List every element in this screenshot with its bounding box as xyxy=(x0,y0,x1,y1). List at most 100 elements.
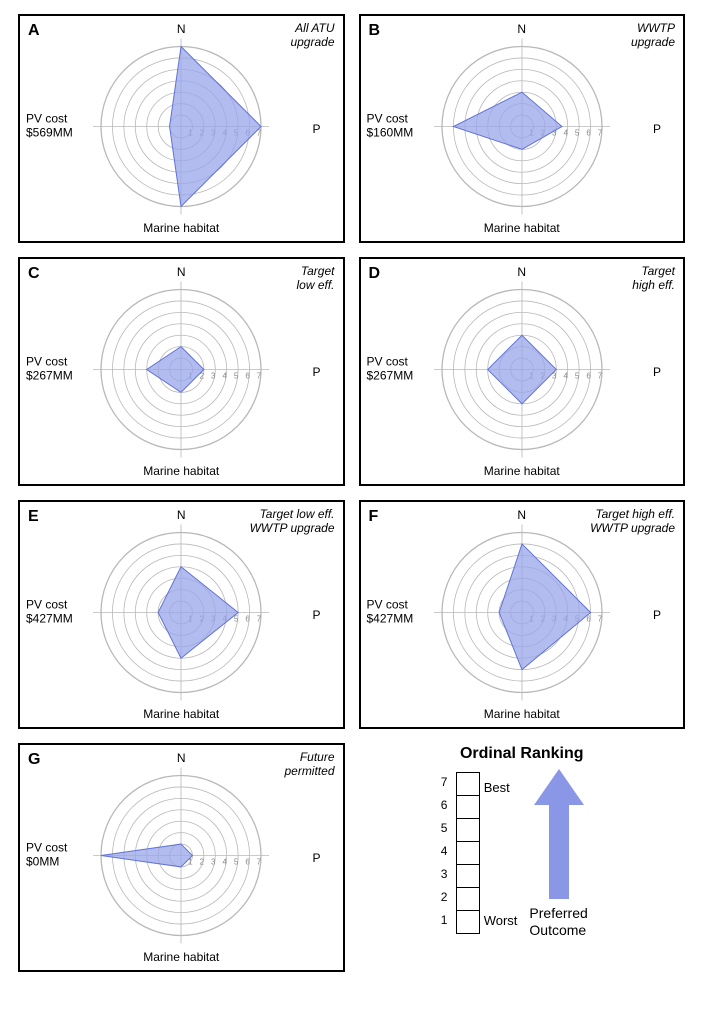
legend-cell: 2 xyxy=(456,887,480,911)
svg-text:6: 6 xyxy=(246,614,251,623)
figure-page: AAll ATUupgradeNMarine habitatPPV cost$5… xyxy=(0,0,703,990)
axis-label-e: P xyxy=(312,365,320,379)
legend-level-number: 7 xyxy=(441,775,448,789)
radar-svg: 1234567 xyxy=(86,31,276,221)
legend-level-number: 4 xyxy=(441,844,448,858)
svg-text:5: 5 xyxy=(575,128,580,137)
svg-text:5: 5 xyxy=(234,857,239,866)
radar-svg: 1234567 xyxy=(427,517,617,707)
svg-text:7: 7 xyxy=(257,614,262,623)
legend-body: 1234567BestWorstPreferredOutcome xyxy=(359,769,686,939)
radar-wrap: 1234567 xyxy=(427,517,617,712)
svg-text:4: 4 xyxy=(223,371,228,380)
legend-panel: Ordinal Ranking1234567BestWorstPreferred… xyxy=(359,743,686,968)
panel-title: All ATUupgrade xyxy=(290,22,334,50)
axis-label-e: P xyxy=(312,122,320,136)
legend-title: Ordinal Ranking xyxy=(359,745,686,763)
svg-text:6: 6 xyxy=(586,128,591,137)
panel-F: FTarget high eff.WWTP upgradeNMarine hab… xyxy=(359,500,686,729)
radar-polygon xyxy=(101,844,192,867)
panel-C: CTargetlow eff.NMarine habitatPPV cost$2… xyxy=(18,257,345,486)
radar-svg: 1234567 xyxy=(86,517,276,707)
panel-letter: C xyxy=(28,265,40,283)
panel-letter: F xyxy=(369,508,379,526)
svg-text:7: 7 xyxy=(598,128,603,137)
axis-label-e: P xyxy=(312,851,320,865)
panel-letter: D xyxy=(369,265,381,283)
axis-label-w: PV cost$160MM xyxy=(367,111,414,140)
radar-wrap: 1234567 xyxy=(86,274,276,469)
svg-text:7: 7 xyxy=(257,857,262,866)
legend-worst-label: Worst xyxy=(484,913,518,928)
legend-level-number: 1 xyxy=(441,913,448,927)
radar-polygon xyxy=(147,346,204,392)
svg-text:5: 5 xyxy=(575,371,580,380)
axis-label-w: PV cost$427MM xyxy=(367,597,414,626)
radar-polygon xyxy=(499,543,590,669)
legend-cell: 6 xyxy=(456,795,480,819)
panel-title: Targetlow eff. xyxy=(296,265,334,293)
radar-wrap: 1234567 xyxy=(86,517,276,712)
radar-wrap: 1234567 xyxy=(427,31,617,226)
pv-cost-value: $0MM xyxy=(26,855,59,869)
svg-text:4: 4 xyxy=(563,128,568,137)
axis-label-w: PV cost$267MM xyxy=(26,354,73,383)
radar-wrap: 1234567 xyxy=(86,31,276,226)
axis-label-e: P xyxy=(312,608,320,622)
panel-grid: AAll ATUupgradeNMarine habitatPPV cost$5… xyxy=(18,14,685,972)
svg-text:7: 7 xyxy=(598,614,603,623)
svg-text:7: 7 xyxy=(257,371,262,380)
radar-svg: 1234567 xyxy=(86,274,276,464)
svg-text:3: 3 xyxy=(211,371,216,380)
panel-letter: E xyxy=(28,508,39,526)
axis-label-w: PV cost$267MM xyxy=(367,354,414,383)
svg-text:6: 6 xyxy=(246,857,251,866)
pv-cost-value: $427MM xyxy=(26,612,73,626)
panel-title: Futurepermitted xyxy=(284,751,334,779)
radar-wrap: 1234567 xyxy=(427,274,617,469)
axis-label-e: P xyxy=(653,122,661,136)
radar-svg: 1234567 xyxy=(427,274,617,464)
axis-label-e: P xyxy=(653,365,661,379)
legend-scale: 1234567 xyxy=(456,773,480,934)
panel-D: DTargethigh eff.NMarine habitatPPV cost$… xyxy=(359,257,686,486)
panel-letter: G xyxy=(28,751,40,769)
legend-cell: 7 xyxy=(456,772,480,796)
radar-wrap: 1234567 xyxy=(86,760,276,955)
axis-label-e: P xyxy=(653,608,661,622)
legend-level-number: 3 xyxy=(441,867,448,881)
axis-label-w: PV cost$0MM xyxy=(26,840,67,869)
legend-cell: 4 xyxy=(456,841,480,865)
pv-cost-value: $569MM xyxy=(26,126,73,140)
pv-cost-value: $267MM xyxy=(26,369,73,383)
panel-letter: B xyxy=(369,22,381,40)
svg-text:7: 7 xyxy=(598,371,603,380)
panel-E: ETarget low eff.WWTP upgradeNMarine habi… xyxy=(18,500,345,729)
panel-A: AAll ATUupgradeNMarine habitatPPV cost$5… xyxy=(18,14,345,243)
pv-cost-value: $427MM xyxy=(367,612,414,626)
svg-text:4: 4 xyxy=(223,857,228,866)
svg-text:4: 4 xyxy=(563,371,568,380)
panel-title: Targethigh eff. xyxy=(632,265,675,293)
pv-cost-value: $267MM xyxy=(367,369,414,383)
legend-level-number: 5 xyxy=(441,821,448,835)
panel-letter: A xyxy=(28,22,40,40)
axis-label-w: PV cost$569MM xyxy=(26,111,73,140)
svg-text:6: 6 xyxy=(586,371,591,380)
radar-polygon xyxy=(170,46,261,206)
legend-cell: 3 xyxy=(456,864,480,888)
panel-title: WWTPupgrade xyxy=(631,22,675,50)
axis-label-w: PV cost$427MM xyxy=(26,597,73,626)
legend-arrow-label: PreferredOutcome xyxy=(529,905,587,939)
panel-B: BWWTPupgradeNMarine habitatPPV cost$160M… xyxy=(359,14,686,243)
legend-arrow: PreferredOutcome xyxy=(529,769,587,939)
legend-level-number: 2 xyxy=(441,890,448,904)
legend-level-number: 6 xyxy=(441,798,448,812)
pv-cost-value: $160MM xyxy=(367,126,414,140)
svg-text:6: 6 xyxy=(246,371,251,380)
svg-text:3: 3 xyxy=(211,857,216,866)
panel-G: GFuturepermittedNMarine habitatPPV cost$… xyxy=(18,743,345,972)
legend-cell: 1 xyxy=(456,910,480,934)
arrow-icon xyxy=(534,769,584,899)
radar-svg: 1234567 xyxy=(86,760,276,950)
